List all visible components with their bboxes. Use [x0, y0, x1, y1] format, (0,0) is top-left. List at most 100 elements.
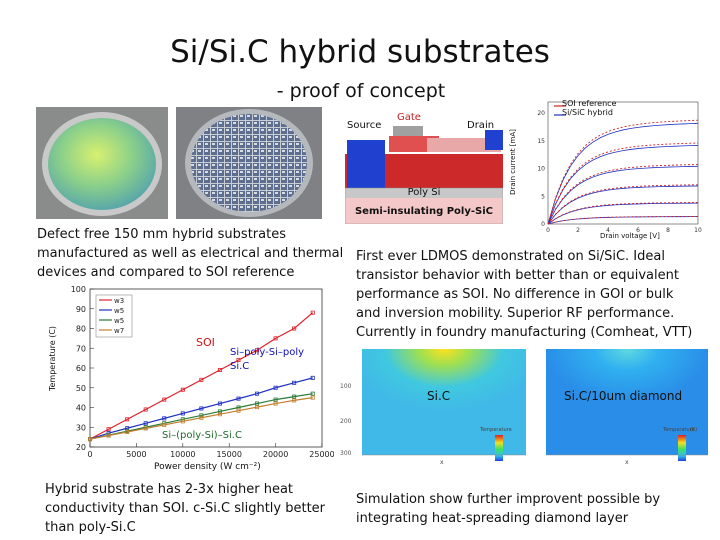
iv-legend-soi: SOI reference — [562, 99, 617, 108]
temp-point-w5 — [292, 394, 297, 399]
temp-legend-label: w7 — [114, 327, 124, 335]
iv-curve-hybrid — [547, 185, 699, 225]
sim-colorbar-title-left: Temperature — [480, 427, 512, 433]
wafer-devices-graphic — [176, 107, 322, 219]
temp-ytick-label: 90 — [76, 305, 86, 314]
temp-point-w5 — [236, 396, 241, 401]
temp-point-w7 — [199, 415, 204, 420]
temp-series-line-w3 — [89, 312, 314, 440]
iv-xtick-label: 10 — [694, 227, 702, 234]
temp-point-w3 — [125, 417, 130, 422]
iv-xtick-label: 0 — [546, 227, 550, 234]
temp-legend-label: w5 — [114, 307, 124, 315]
temp-ytick-label: 70 — [76, 344, 86, 353]
temp-point-w7 — [292, 398, 297, 403]
iv-ylabel: Drain current [mA] — [508, 129, 517, 195]
iv-ytick-label: 10 — [537, 166, 545, 173]
iv-curve-hybrid — [547, 122, 699, 225]
temp-series-line-w5 — [89, 393, 313, 440]
thermal-simulation: Si.C Si.C/10um diamond 100 200 300 Tempe… — [340, 345, 712, 473]
wafer-caption: Defect free 150 mm hybrid substrates man… — [37, 227, 344, 280]
device-substrate-label: Semi-insulating Poly-SiC — [354, 206, 493, 217]
iv-legend-hybrid: Si/SiC hybrid — [562, 108, 613, 117]
temp-xtick-label: 15000 — [216, 450, 241, 459]
temp-ytick-label: 100 — [71, 285, 86, 294]
temp-point-w3 — [273, 336, 278, 341]
iv-curve-hybrid — [547, 145, 699, 225]
iv-chart: 0 5 10 15 20 0 2 4 6 8 10 SOI reference Si/SiC hyb… — [508, 98, 710, 243]
temp-point-w3 — [180, 387, 185, 392]
temp-xtick-label: 25000 — [309, 450, 334, 459]
temp-point-w7 — [143, 426, 148, 431]
temp-point-w5 — [199, 413, 204, 418]
temp-point-w5 — [199, 406, 204, 411]
iv-curve-soi — [547, 184, 699, 225]
temp-point-w7 — [236, 408, 241, 413]
device-schematic — [344, 112, 504, 225]
iv-curve-soi — [547, 142, 699, 225]
temp-point-w5 — [310, 391, 315, 396]
iv-ytick-label: 0 — [541, 221, 545, 228]
temp-point-w3 — [255, 348, 260, 353]
temp-label-soi: SOI — [196, 336, 215, 349]
temp-point-w5 — [292, 380, 297, 385]
device-cross-section: Gate Source Drain Poly Si Semi-insulatin… — [344, 112, 504, 225]
temp-point-w5 — [217, 409, 222, 414]
temp-legend: w3 w5 w5 w7 — [95, 294, 133, 338]
temp-point-w5 — [180, 411, 185, 416]
temp-point-w5 — [143, 421, 148, 426]
temp-point-w3 — [162, 397, 167, 402]
iv-ytick-label: 5 — [541, 193, 545, 200]
temp-ytick-label: 30 — [76, 423, 86, 432]
iv-chart-svg: 0 5 10 15 20 0 2 4 6 8 10 — [537, 101, 702, 234]
temp-point-w3 — [236, 358, 241, 363]
temp-label-polysic: Si–poly-Si–poly Si.C — [230, 347, 305, 372]
device-drain-label: Drain — [467, 120, 495, 131]
temperature-chart: 20 30 40 50 60 70 80 90 100 0 5000 10000 15000 20000 2… — [48, 284, 335, 474]
bottom-right-text: Simulation show further improvent possib… — [356, 492, 661, 526]
temp-point-w3 — [310, 310, 315, 315]
temp-point-w5 — [162, 416, 167, 421]
sim-colorbar-unit: (K) — [690, 427, 698, 433]
temp-ytick-label: 80 — [76, 325, 86, 334]
temp-point-w7 — [217, 412, 222, 417]
wafer-photo-devices — [176, 107, 322, 219]
temp-ytick-label: 40 — [76, 404, 86, 413]
temp-legend-label: w3 — [114, 297, 124, 305]
iv-xtick-label: 4 — [606, 227, 610, 234]
temp-ytick-label: 60 — [76, 364, 86, 373]
slide-title: Si/Si.C hybrid substrates — [170, 34, 550, 70]
temp-legend-label: w5 — [114, 317, 124, 325]
temp-point-w7 — [162, 422, 167, 427]
bottom-left-text: Hybrid substrate has 2-3x higher heat co… — [45, 482, 326, 535]
sim-colorbar-title-right: Temperature — [663, 427, 695, 433]
temp-ytick-label: 20 — [76, 443, 86, 452]
iv-curve-hybrid — [547, 165, 699, 225]
iv-curve-soi — [547, 164, 699, 225]
temp-xtick-label: 0 — [87, 450, 92, 459]
temp-xlabel: Power density (W cm⁻²) — [154, 462, 261, 472]
ldmos-text: First ever LDMOS demonstrated on Si/SiC.… — [356, 249, 693, 340]
sim-xlabel-right: x — [625, 459, 629, 466]
iv-ytick-label: 20 — [537, 110, 545, 117]
thermal-simulation-graphic — [362, 349, 708, 461]
iv-curve-soi — [547, 202, 699, 225]
iv-xtick-label: 6 — [636, 227, 640, 234]
sim-ytick-3: 300 — [340, 450, 352, 457]
iv-xtick-label: 2 — [576, 227, 580, 234]
iv-plot-area — [547, 101, 699, 225]
temp-xtick-label: 5000 — [126, 450, 146, 459]
temp-point-w5 — [255, 391, 260, 396]
temp-point-w5 — [273, 397, 278, 402]
iv-xtick-label: 8 — [666, 227, 670, 234]
temp-point-w7 — [310, 395, 315, 400]
sim-label-diamond: Si.C/10um diamond — [564, 389, 683, 403]
temp-point-w3 — [106, 427, 111, 432]
wafer-photo-green — [36, 107, 168, 219]
temp-point-w3 — [143, 407, 148, 412]
temp-series-line-w5 — [89, 377, 313, 440]
wafer-green-graphic — [36, 107, 168, 219]
temp-point-w7 — [125, 429, 130, 434]
temp-point-w7 — [106, 433, 111, 438]
slide-subtitle-text: - proof of concept — [276, 80, 446, 102]
